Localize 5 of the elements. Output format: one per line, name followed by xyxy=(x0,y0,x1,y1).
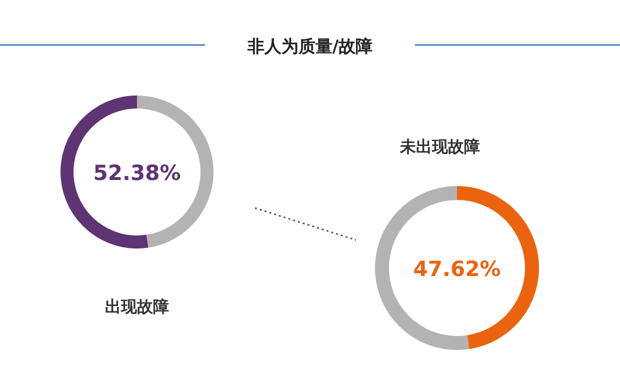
data-label: 52.38% xyxy=(93,161,181,185)
slice-label: 未出现故障 xyxy=(399,137,480,156)
slice-label: 出现故障 xyxy=(105,297,169,316)
data-label: 47.62% xyxy=(413,257,501,281)
text: 非人为质量/故障 xyxy=(246,37,373,57)
